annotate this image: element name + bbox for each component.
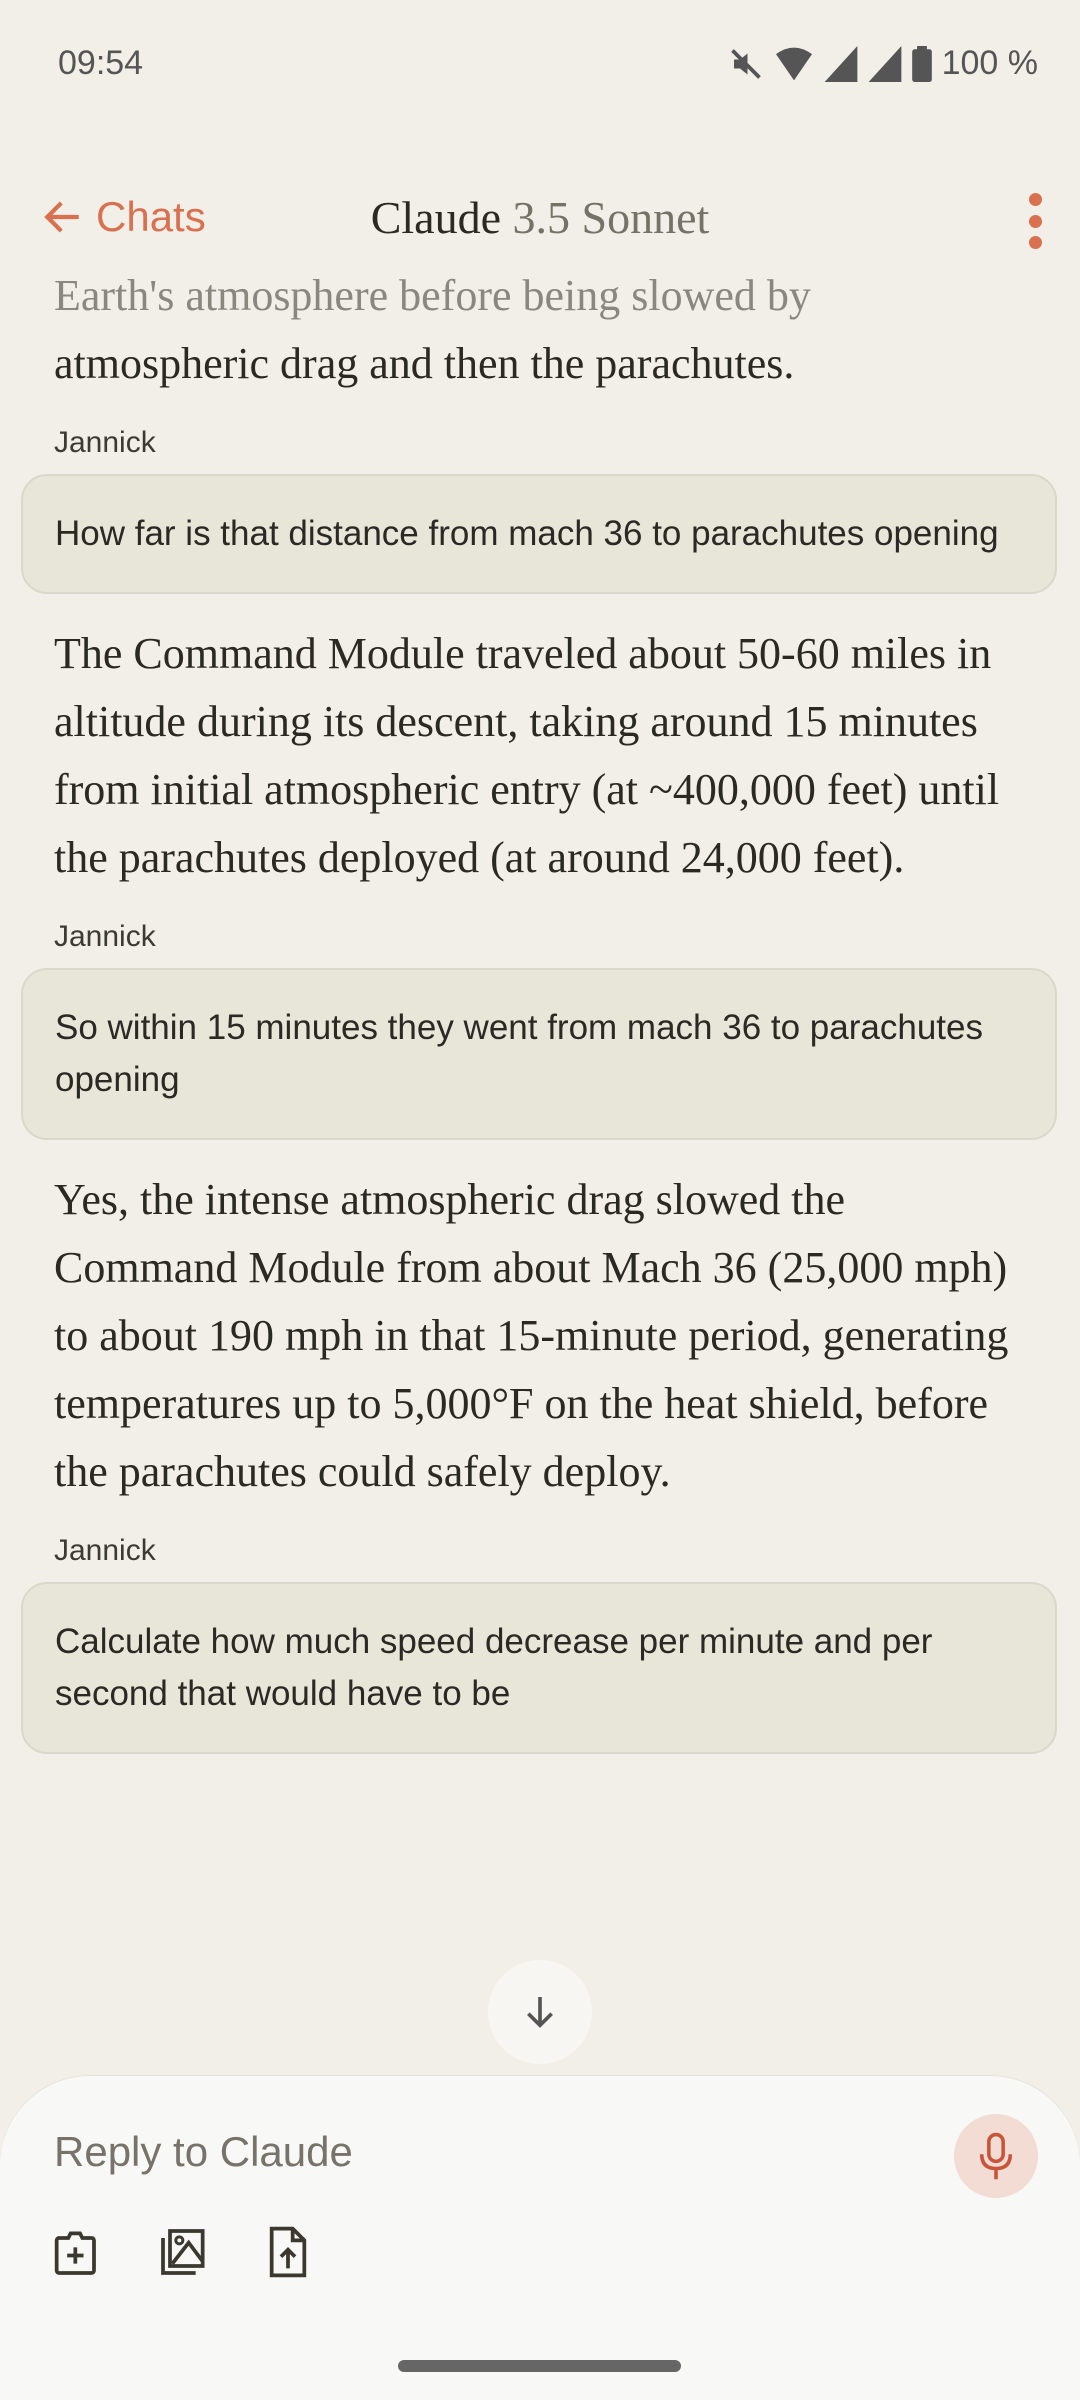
sender-name: Jannick [54, 1534, 156, 1567]
home-indicator[interactable] [398, 2360, 681, 2372]
more-options-icon[interactable] [1020, 193, 1050, 249]
microphone-icon [979, 2132, 1013, 2180]
status-bar: 09:54 100 % [0, 44, 1080, 92]
message-thread: Earth's atmosphere before being slowed b… [0, 262, 1080, 1780]
user-message-bubble[interactable]: So within 15 minutes they went from mach… [21, 968, 1057, 1140]
back-label: Chats [96, 193, 206, 240]
model-name: 3.5 Sonnet [512, 192, 710, 243]
clock: 09:54 [58, 44, 144, 82]
arrow-down-icon [527, 1997, 553, 2028]
user-message-bubble[interactable]: How far is that distance from mach 36 to… [21, 474, 1057, 594]
sender-name: Jannick [54, 920, 156, 953]
camera-add-icon[interactable] [52, 2224, 108, 2280]
scroll-to-bottom-button[interactable] [488, 1960, 592, 2064]
assistant-message: atmospheric drag and then the parachutes… [54, 339, 795, 388]
image-gallery-icon[interactable] [156, 2224, 212, 2280]
sender-name: Jannick [54, 426, 156, 459]
signal-icon [868, 45, 901, 82]
partial-message-text: Earth's atmosphere before being slowed b… [54, 271, 811, 320]
chat-title: Claude 3.5 Sonnet [370, 192, 710, 243]
wifi-icon [775, 47, 812, 80]
assistant-message: The Command Module traveled about 50-60 … [54, 629, 1000, 882]
battery-level: 100 % [941, 44, 1038, 82]
microphone-button[interactable] [954, 2114, 1038, 2198]
header: Chats Claude 3.5 Sonnet [0, 185, 1080, 257]
signal-icon [824, 45, 857, 82]
user-message-bubble[interactable]: Calculate how much speed decrease per mi… [21, 1582, 1057, 1754]
back-to-chats-button[interactable]: Chats [42, 193, 206, 241]
file-upload-icon[interactable] [260, 2224, 316, 2280]
battery-icon [911, 45, 932, 82]
mute-icon [730, 48, 761, 79]
assistant-message: Yes, the intense atmospheric drag slowed… [54, 1175, 1009, 1496]
arrow-left-icon [44, 201, 79, 233]
reply-input[interactable]: Reply to Claude [54, 2128, 353, 2175]
composer: Reply to Claude [0, 2076, 1080, 2400]
